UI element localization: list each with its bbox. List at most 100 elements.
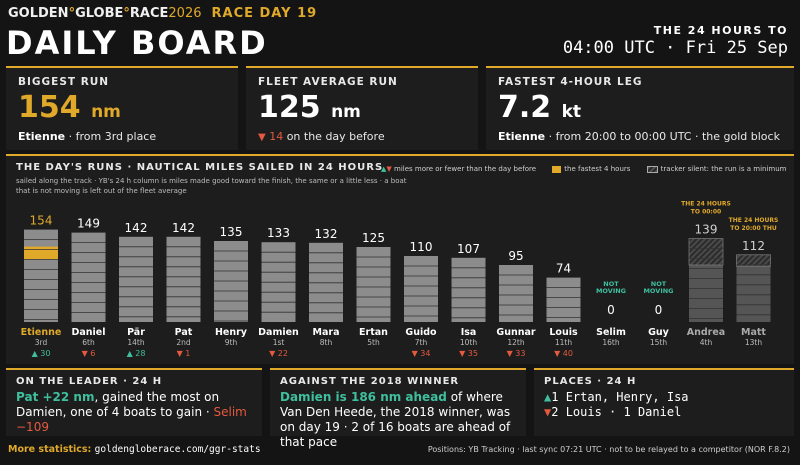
bar-mara — [309, 242, 343, 322]
bar-place-label: 10th — [460, 338, 477, 347]
bar-value: 142 — [125, 221, 148, 235]
header: GOLDEN°GLOBE°RACE2026 RACE DAY 19 DAILY B… — [0, 0, 800, 64]
brand-logo: GOLDEN°GLOBE°RACE2026 RACE DAY 19 — [8, 6, 318, 21]
bar-etienne — [24, 229, 58, 322]
bar-hatch-matt — [736, 254, 771, 267]
triangle-up-icon: ▲ — [381, 165, 387, 173]
bar-place-label: 5th — [367, 338, 380, 347]
panel-label: ON THE LEADER · 24 H — [16, 376, 163, 387]
bar-category-label: Daniel — [71, 327, 105, 338]
bar-henry — [214, 241, 248, 322]
bar-value: 132 — [315, 227, 338, 241]
card-fastest-leg: FASTEST 4-HOUR LEG 7.2 kt Etienne · from… — [486, 66, 794, 150]
bar-category-label: Mara — [313, 327, 340, 338]
bar-category-label: Louis — [549, 327, 578, 338]
card-biggest-run: BIGGEST RUN 154 nm Etienne · from 3rd pl… — [6, 66, 238, 150]
bar-place-label: 11th — [555, 338, 572, 347]
card-sub: Etienne · from 20:00 to 00:00 UTC · the … — [498, 130, 780, 143]
places-down: ▼2 Louis · 1 Daniel — [544, 405, 682, 419]
panel-places: PLACES · 24 H ▲1 Ertan, Henry, Isa ▼2 Lo… — [534, 368, 794, 436]
bar-change-label: ▲ 30 — [32, 349, 51, 358]
not-moving-label: MOVING — [596, 287, 626, 295]
bar-change-label: ▼ 40 — [554, 349, 573, 358]
bar-place-label: 8th — [320, 338, 333, 347]
bar-note: TO 20:00 THU — [730, 225, 777, 232]
bar-value: 0 — [607, 303, 615, 317]
bar-hatch-andrea — [688, 238, 724, 266]
bar-category-label: Pat — [175, 327, 193, 338]
bar-place-label: 16th — [602, 338, 619, 347]
brand-year: 2026 — [168, 6, 202, 21]
card-fleet-average: FLEET AVERAGE RUN 125 nm ▼ 14 on the day… — [246, 66, 478, 150]
bar-gunnar — [499, 265, 533, 322]
legend-gold: the fastest 4 hours — [552, 165, 630, 173]
triangle-down-icon: ▼ — [258, 132, 266, 143]
footer: More statistics: goldengloberace.com/ggr… — [0, 438, 800, 465]
legend-change: ▲▼ miles more or fewer than the day befo… — [381, 165, 537, 173]
bar-daniel — [71, 232, 106, 322]
stats-link[interactable]: goldengloberace.com/ggr-stats — [94, 444, 261, 455]
bar-category-label: Pär — [127, 327, 145, 338]
bar-fastest-block — [24, 246, 58, 260]
panel-text: Pat +22 nm, gained the most on Damien, o… — [16, 390, 247, 434]
bar-change-label: ▼ 6 — [82, 349, 96, 358]
bar-value: 139 — [695, 223, 718, 237]
bar-place-label: 6th — [82, 338, 95, 347]
legend-hatch: tracker silent: the run is a minimum — [646, 165, 786, 173]
bar-pär — [119, 236, 153, 322]
bar-place-label: 2nd — [176, 338, 191, 347]
bar-category-label: Isa — [461, 327, 477, 338]
brand-race: RACE — [129, 6, 169, 21]
hours-time: 04:00 UTC · Fri 25 Sep — [562, 38, 788, 58]
bar-value: 135 — [220, 225, 243, 239]
panel-label: PLACES · 24 H — [544, 376, 637, 387]
gold-swatch — [552, 165, 562, 173]
bar-guido — [404, 256, 438, 322]
bar-value: 154 — [30, 214, 53, 228]
bar-change-label: ▼ 1 — [177, 349, 191, 358]
bar-place-label: 3rd — [35, 338, 48, 347]
bar-change-label: ▲ 28 — [127, 349, 146, 358]
card-sub: Etienne · from 3rd place — [18, 130, 157, 143]
bar-place-label: 13th — [745, 338, 762, 347]
bar-pat — [166, 236, 201, 322]
bar-place-label: 9th — [225, 338, 238, 347]
bar-category-label: Henry — [215, 327, 248, 338]
footer-stats: More statistics: goldengloberace.com/ggr… — [8, 444, 261, 455]
card-sub: ▼ 14 on the day before — [258, 130, 385, 143]
bar-place-label: 7th — [415, 338, 428, 347]
runs-title: THE DAY'S RUNS · NAUTICAL MILES SAILED I… — [16, 162, 384, 173]
hatch-swatch — [646, 165, 658, 173]
bar-value: 95 — [508, 249, 523, 263]
triangle-down-icon: ▼ — [386, 165, 392, 173]
brand-golden: GOLDEN — [8, 6, 69, 21]
bar-place-label: 1st — [273, 338, 285, 347]
bar-category-label: Andrea — [687, 327, 725, 338]
card-value: 125 nm — [258, 90, 361, 125]
card-label: FASTEST 4-HOUR LEG — [498, 76, 643, 88]
bar-isa — [451, 257, 486, 322]
chart-legend: ▲▼ miles more or fewer than the day befo… — [381, 165, 800, 173]
card-label: BIGGEST RUN — [18, 76, 110, 88]
not-moving-label: NOT — [603, 280, 619, 288]
not-moving-label: NOT — [651, 280, 667, 288]
footer-credits: Positions: YB Tracking · last sync 07:21… — [427, 445, 790, 454]
bar-category-label: Damien — [258, 327, 299, 338]
bar-value: 149 — [77, 217, 100, 231]
bar-category-label: Ertan — [359, 327, 388, 338]
bar-place-label: 14th — [127, 338, 144, 347]
bar-value: 112 — [742, 239, 765, 253]
not-moving-label: MOVING — [643, 287, 673, 295]
bar-louis — [546, 277, 581, 322]
race-day: RACE DAY 19 — [211, 6, 318, 21]
bar-place-label: 12th — [507, 338, 524, 347]
bar-note: TO 00:00 — [691, 209, 721, 216]
bar-category-label: Guido — [405, 327, 437, 338]
panel-text: Damien is 186 nm ahead of where Van Den … — [280, 390, 511, 449]
triangle-down-icon: ▼ — [544, 405, 552, 419]
bar-change-label: ▼ 33 — [507, 349, 526, 358]
bar-category-label: Selim — [596, 327, 626, 338]
bar-category-label: Etienne — [21, 327, 62, 338]
panel-vs-2018-winner: AGAINST THE 2018 WINNER Damien is 186 nm… — [270, 368, 526, 449]
